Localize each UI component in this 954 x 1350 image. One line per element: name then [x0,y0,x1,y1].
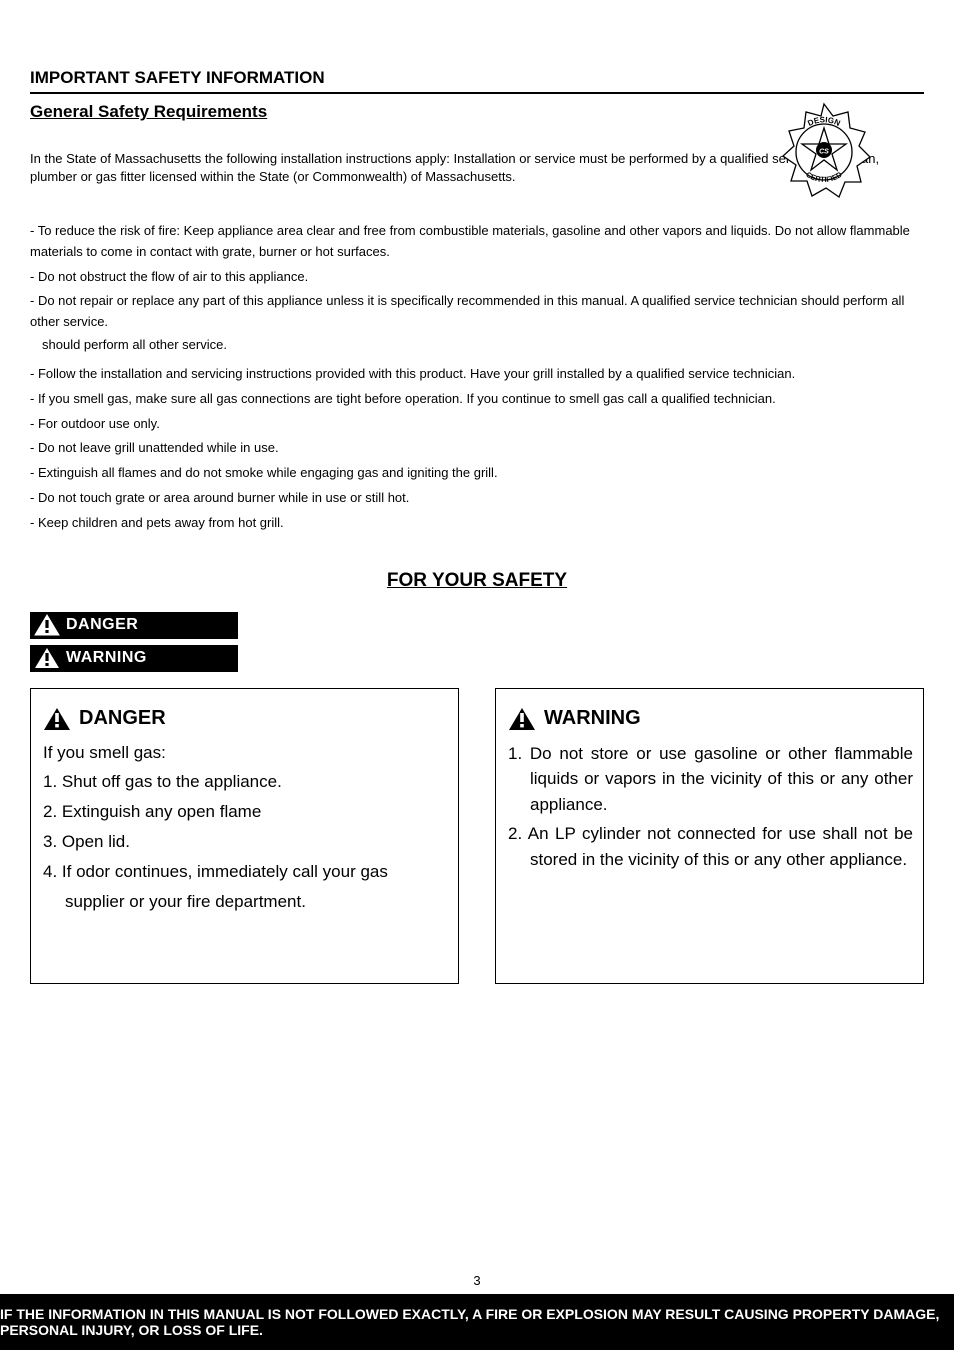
warning-triangle-icon [34,614,60,636]
warning-bar: WARNING [30,645,238,672]
list-item: - If you smell gas, make sure all gas co… [30,389,924,410]
danger-box-lead: If you smell gas: [43,741,448,765]
safety-section-title: FOR YOUR SAFETY [30,570,924,592]
warning-box: WARNING 1. Do not store or use gasoline … [495,688,924,984]
warning-box-header: WARNING [508,707,913,731]
list-item: - Do not leave grill unattended while in… [30,438,924,459]
list-item: - Follow the installation and servicing … [30,364,924,385]
footer-warning: IF THE INFORMATION IN THIS MANUAL IS NOT… [0,1294,954,1350]
danger-bar-text: DANGER [66,616,138,634]
certification-badge: CS DESIGN CERTIFIED [774,102,874,202]
warning-triangle-icon [34,647,60,669]
page-title: IMPORTANT SAFETY INFORMATION [30,68,924,88]
warning-triangle-icon [43,707,71,731]
danger-box-title: DANGER [79,707,166,730]
list-item: 2. Extinguish any open flame [43,800,448,824]
list-item: - Do not repair or replace any part of t… [30,291,924,333]
warning-triangle-icon [508,707,536,731]
list-item: 3. Open lid. [43,830,448,854]
list-item: 4. If odor continues, immediately call y… [43,860,448,884]
list-item: - Keep children and pets away from hot g… [30,513,924,534]
danger-box-header: DANGER [43,707,448,731]
danger-box: DANGER If you smell gas: 1. Shut off gas… [30,688,459,984]
list-item: 1. Do not store or use gasoline or other… [508,741,913,818]
list-item: - For outdoor use only. [30,414,924,435]
page-number: 3 [0,1273,954,1288]
list-item: 2. An LP cylinder not connected for use … [508,821,913,872]
bullet-list: - To reduce the risk of fire: Keep appli… [30,221,924,534]
list-item-tail: should perform all other service. [30,337,924,352]
warning-box-title: WARNING [544,707,641,730]
list-item: 1. Shut off gas to the appliance. [43,770,448,794]
list-item: - Do not touch grate or area around burn… [30,488,924,509]
list-item: - Do not obstruct the flow of air to thi… [30,267,924,288]
danger-bar: DANGER [30,612,238,639]
cert-monogram: CS [819,149,829,156]
title-divider [30,92,924,94]
list-item: - Extinguish all flames and do not smoke… [30,463,924,484]
list-item-tail: supplier or your fire department. [43,890,448,914]
page-subtitle: General Safety Requirements [30,102,267,121]
warning-bar-text: WARNING [66,649,147,667]
list-item: - To reduce the risk of fire: Keep appli… [30,221,924,263]
